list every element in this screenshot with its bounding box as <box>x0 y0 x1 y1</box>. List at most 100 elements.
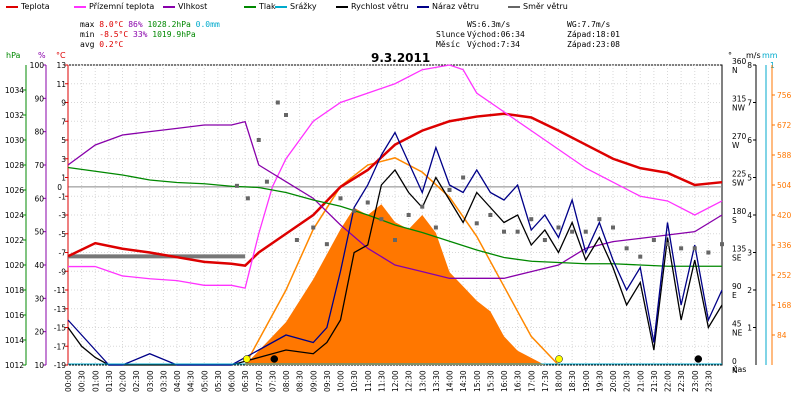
legend-item-tlak: Tlak <box>244 2 276 11</box>
x-tick-label: 07:00 <box>255 370 264 392</box>
humidity-tick-label: 50 <box>34 228 44 237</box>
humidity-tick-label: 40 <box>34 261 44 270</box>
x-tick-label: 20:30 <box>623 370 632 392</box>
stats-max-label: max <box>80 20 95 29</box>
temperature-tick-label: -3 <box>59 211 67 220</box>
temperature-tick-label: 3 <box>61 155 66 164</box>
x-tick-label: 15:00 <box>473 370 482 392</box>
x-tick-label: 19:30 <box>595 370 604 392</box>
legend-item-teplota: Teplota <box>6 2 50 11</box>
direction-dir-label: SE <box>732 254 742 263</box>
legend-item-vlhkost: Vlhkost <box>163 2 207 11</box>
humidity-tick-label: 30 <box>34 294 44 303</box>
legend-label: Tlak <box>259 2 276 11</box>
legend-swatch <box>6 5 18 8</box>
x-tick-label: 18:00 <box>555 370 564 392</box>
temperature-gap-band <box>68 254 246 259</box>
temperature-tick-label: -9 <box>59 267 67 276</box>
solar-tick-label: 168 <box>777 301 792 310</box>
legend-swatch <box>508 5 520 8</box>
wind-direction-point <box>651 238 656 242</box>
x-tick-label: 04:30 <box>187 370 196 392</box>
legend-label: Náraz větru <box>432 2 479 11</box>
info-sun-set: Západ:18:01 <box>567 30 620 39</box>
x-tick-label: 04:00 <box>173 370 182 392</box>
info-sun-rise: Východ:06:34 <box>467 30 525 39</box>
wind-direction-point <box>256 138 261 142</box>
direction-dir-label: N <box>732 66 738 75</box>
wind-direction-point <box>311 225 316 230</box>
temperature-zero-label: 0 <box>57 183 62 192</box>
pressure-tick-label: 1032 <box>5 111 24 120</box>
solar-tick-label: 252 <box>777 271 792 280</box>
info-moon-set: Západ:23:08 <box>567 40 620 49</box>
wind-direction-point <box>570 229 575 234</box>
x-tick-label: 02:00 <box>119 370 128 392</box>
temperature-tick-label: 1 <box>61 174 66 183</box>
moonset-marker <box>694 355 703 363</box>
x-tick-label: 03:30 <box>159 370 168 392</box>
legend-label: Přízemní teplota <box>89 2 155 11</box>
wind-direction-point <box>488 213 493 217</box>
x-tick-label: 06:30 <box>241 370 250 392</box>
temperature-tick-label: 13 <box>56 61 66 70</box>
x-tick-label: 13:00 <box>418 370 427 392</box>
info-wg: WG:7.7m/s <box>567 20 611 29</box>
x-tick-label: 21:30 <box>650 370 659 392</box>
direction-tick-label: 45 <box>732 320 742 329</box>
pressure-tick-label: 1022 <box>5 236 24 245</box>
stats-avg-row: avg 0.2°C <box>80 40 123 49</box>
wind-direction-point <box>365 200 370 205</box>
wind-tick-label: 5 <box>747 174 752 183</box>
humidity-tick-label: 60 <box>34 194 44 203</box>
temperature-tick-label: -17 <box>54 342 66 351</box>
wind-direction-point <box>706 250 711 255</box>
pressure-tick-label: 1020 <box>5 261 24 270</box>
legend-item-srazky: Srážky <box>275 2 317 11</box>
moonrise-marker <box>270 355 279 363</box>
solar-tick-label: 336 <box>777 241 792 250</box>
direction-dir-label: S <box>732 216 737 225</box>
x-tick-label: 02:30 <box>132 370 141 392</box>
pressure-tick-label: 1014 <box>5 336 24 345</box>
pressure-axis-label: hPa <box>6 51 21 60</box>
legend-label: Směr větru <box>523 2 568 11</box>
wind-tick-label: 7 <box>747 99 752 108</box>
direction-tick-label: 135 <box>732 245 747 254</box>
stats-min-row: min -8.5°C 33% 1019.9hPa <box>80 30 196 39</box>
stats-avg-temp: 0.2°C <box>99 40 124 49</box>
rain-axis-label: mm <box>762 51 778 60</box>
stats-min-label: min <box>80 30 95 39</box>
x-tick-label: 21:00 <box>636 370 645 392</box>
series-line-p-zemn-teplota <box>68 64 723 289</box>
x-tick-label: 00:00 <box>64 370 73 392</box>
x-tick-label: 16:00 <box>500 370 509 392</box>
solar-tick-label: 672 <box>777 121 792 130</box>
wind-direction-point <box>720 242 724 247</box>
wind-direction-point <box>338 196 343 201</box>
info-moon-rise: Východ:7:34 <box>467 40 520 49</box>
direction-axis-label: ° <box>728 51 732 60</box>
x-tick-label: 17:30 <box>541 370 550 392</box>
wind-direction-point <box>284 113 288 117</box>
direction-tick-label: 270 <box>732 132 747 141</box>
x-tick-label: 14:00 <box>446 370 455 392</box>
temperature-tick-label: 7 <box>61 117 66 126</box>
x-tick-label: 08:00 <box>282 370 291 392</box>
direction-tick-label: 315 <box>732 95 747 104</box>
humidity-tick-label: 100 <box>30 61 45 70</box>
x-tick-label: 09:00 <box>309 370 318 392</box>
temperature-tick-label: -19 <box>54 361 66 370</box>
x-tick-label: 03:00 <box>146 370 155 392</box>
solar-tick-label: 588 <box>777 151 792 160</box>
legend-item-prizemni-teplota: Přízemní teplota <box>74 2 154 11</box>
x-axis-label: čas <box>733 364 746 374</box>
stats-min-press: 1019.9hPa <box>152 30 196 39</box>
wind-tick-label: 4 <box>747 211 752 220</box>
temperature-tick-label: -1 <box>59 192 67 201</box>
x-tick-label: 14:30 <box>459 370 468 392</box>
wind-tick-label: 2 <box>747 286 752 295</box>
x-tick-label: 11:30 <box>377 370 386 392</box>
wind-direction-point <box>245 196 250 201</box>
wind-tick-label: 8 <box>747 61 752 70</box>
